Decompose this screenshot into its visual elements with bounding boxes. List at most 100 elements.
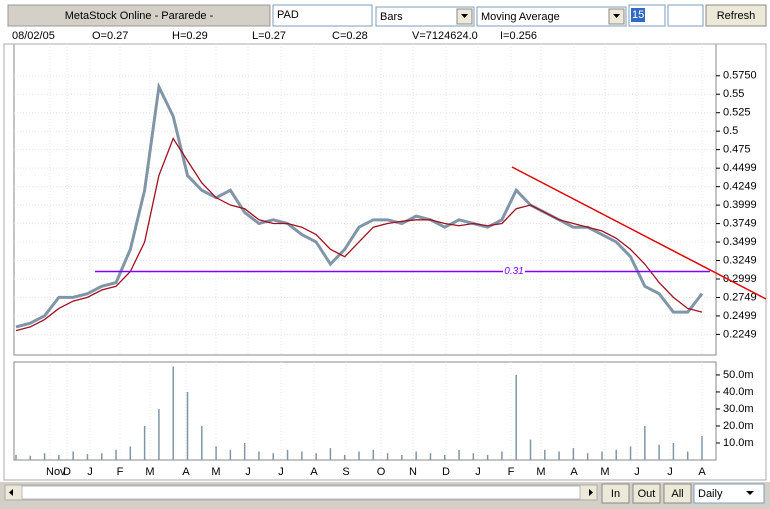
volume-bar (672, 442, 675, 460)
volume-bar (272, 453, 274, 460)
volume-bar (143, 425, 146, 460)
y-tick-label: 0.3499 (723, 236, 757, 248)
volume-bar (101, 453, 103, 460)
volume-bar (429, 453, 432, 460)
volume-bar (629, 446, 632, 460)
volume-bar (358, 451, 360, 460)
footer-button-label: All (671, 488, 683, 500)
x-tick-label: A (310, 466, 318, 478)
volume-bar (215, 446, 217, 460)
volume-bar (515, 374, 517, 460)
volume-bar (501, 451, 503, 460)
indicator: Moving Average (481, 11, 560, 23)
volume-bar (43, 453, 46, 460)
x-tick-label: D (63, 466, 71, 478)
footer-button-label: In (611, 488, 620, 500)
volume-bar (58, 454, 60, 460)
reference-label-bg (503, 265, 525, 278)
refresh-button[interactable] (705, 4, 767, 27)
y-tick-label: 0.3749 (723, 217, 757, 229)
selection (631, 8, 645, 22)
y-tick-label: 0.525 (723, 107, 751, 119)
volume-bar (229, 449, 232, 460)
volume-bar (315, 453, 317, 460)
y-tick-label: 0.2249 (723, 328, 757, 340)
volume-bar (401, 454, 403, 460)
y-tick-label: 0.4249 (723, 181, 757, 193)
volume-bar (158, 408, 160, 460)
x-tick-label: A (182, 466, 190, 478)
info-open: O=0.27 (92, 30, 128, 42)
interval: Daily (698, 488, 723, 500)
trend-line[interactable] (511, 166, 767, 300)
volume-bar (201, 425, 203, 460)
x-tick-label: Nov (46, 466, 66, 478)
footer-button-label: Out (638, 488, 656, 500)
footer-button[interactable] (601, 483, 630, 504)
x-tick-label: M (600, 466, 609, 478)
y-tick-label: 10.0m (723, 437, 754, 449)
volume-bar (686, 451, 689, 460)
style: Bars (380, 11, 403, 23)
volume-bar (415, 451, 417, 460)
y-tick-label: 0.2749 (723, 291, 757, 303)
symbol-input[interactable] (272, 4, 373, 27)
volume-bar (529, 439, 532, 460)
x-tick-label: J (245, 466, 251, 478)
style-select[interactable] (375, 6, 475, 27)
x-tick-label: J (475, 466, 481, 478)
x-tick-label: M (145, 466, 154, 478)
volume-bar (586, 453, 589, 460)
indicator-select[interactable] (476, 6, 627, 27)
info-low: L=0.27 (252, 30, 286, 42)
symbol: PAD (277, 9, 299, 21)
x-tick-label: J (667, 466, 673, 478)
x-tick-label: S (342, 466, 349, 478)
y-tick-label: 50.0m (723, 369, 754, 381)
volume-bar (458, 449, 460, 460)
volume-bar (115, 449, 117, 460)
footer-button[interactable] (632, 483, 661, 504)
x-tick-label: J (87, 466, 93, 478)
x-tick-label: F (117, 466, 124, 478)
volume-bar (343, 454, 346, 460)
y-tick-label: 30.0m (723, 403, 754, 415)
volume-bar (72, 451, 74, 460)
x-tick-label: D (442, 466, 450, 478)
footer-button[interactable] (663, 483, 692, 504)
interval-select[interactable] (693, 483, 765, 504)
y-tick-label: 0.475 (723, 144, 751, 156)
volume-bar (172, 366, 174, 460)
y-tick-label: 0.5 (723, 125, 738, 137)
volume-bar (486, 454, 489, 460)
volume-bar (329, 448, 332, 460)
volume-bar (472, 453, 475, 460)
volume-bar (701, 436, 703, 460)
volume-bar (15, 454, 17, 460)
y-tick-label: 0.3999 (723, 199, 757, 211)
x-tick-label: M (211, 466, 220, 478)
x-tick-label: J (278, 466, 284, 478)
period: 15 (632, 9, 644, 21)
info-indicator: I=0.256 (500, 30, 537, 42)
y-tick-label: 0.4499 (723, 162, 757, 174)
info-date: 08/02/05 (12, 30, 55, 42)
refresh-label: Refresh (717, 10, 756, 22)
y-tick-label: 0.2999 (723, 273, 757, 285)
volume-bar (572, 448, 575, 460)
x-tick-label: M (536, 466, 545, 478)
volume-bar (286, 449, 289, 460)
volume-bar (301, 451, 303, 460)
volume-bar (386, 453, 389, 460)
reference-label: 0.31 (504, 266, 523, 277)
volume-bar (29, 455, 32, 460)
x-tick-label: F (508, 466, 515, 478)
chart-frame (3, 43, 767, 481)
scroll-thumb[interactable] (21, 485, 581, 500)
extra-input[interactable] (667, 4, 704, 27)
volume-bar (86, 454, 89, 460)
volume-bar (544, 449, 546, 460)
x-tick-label: O (377, 466, 386, 478)
